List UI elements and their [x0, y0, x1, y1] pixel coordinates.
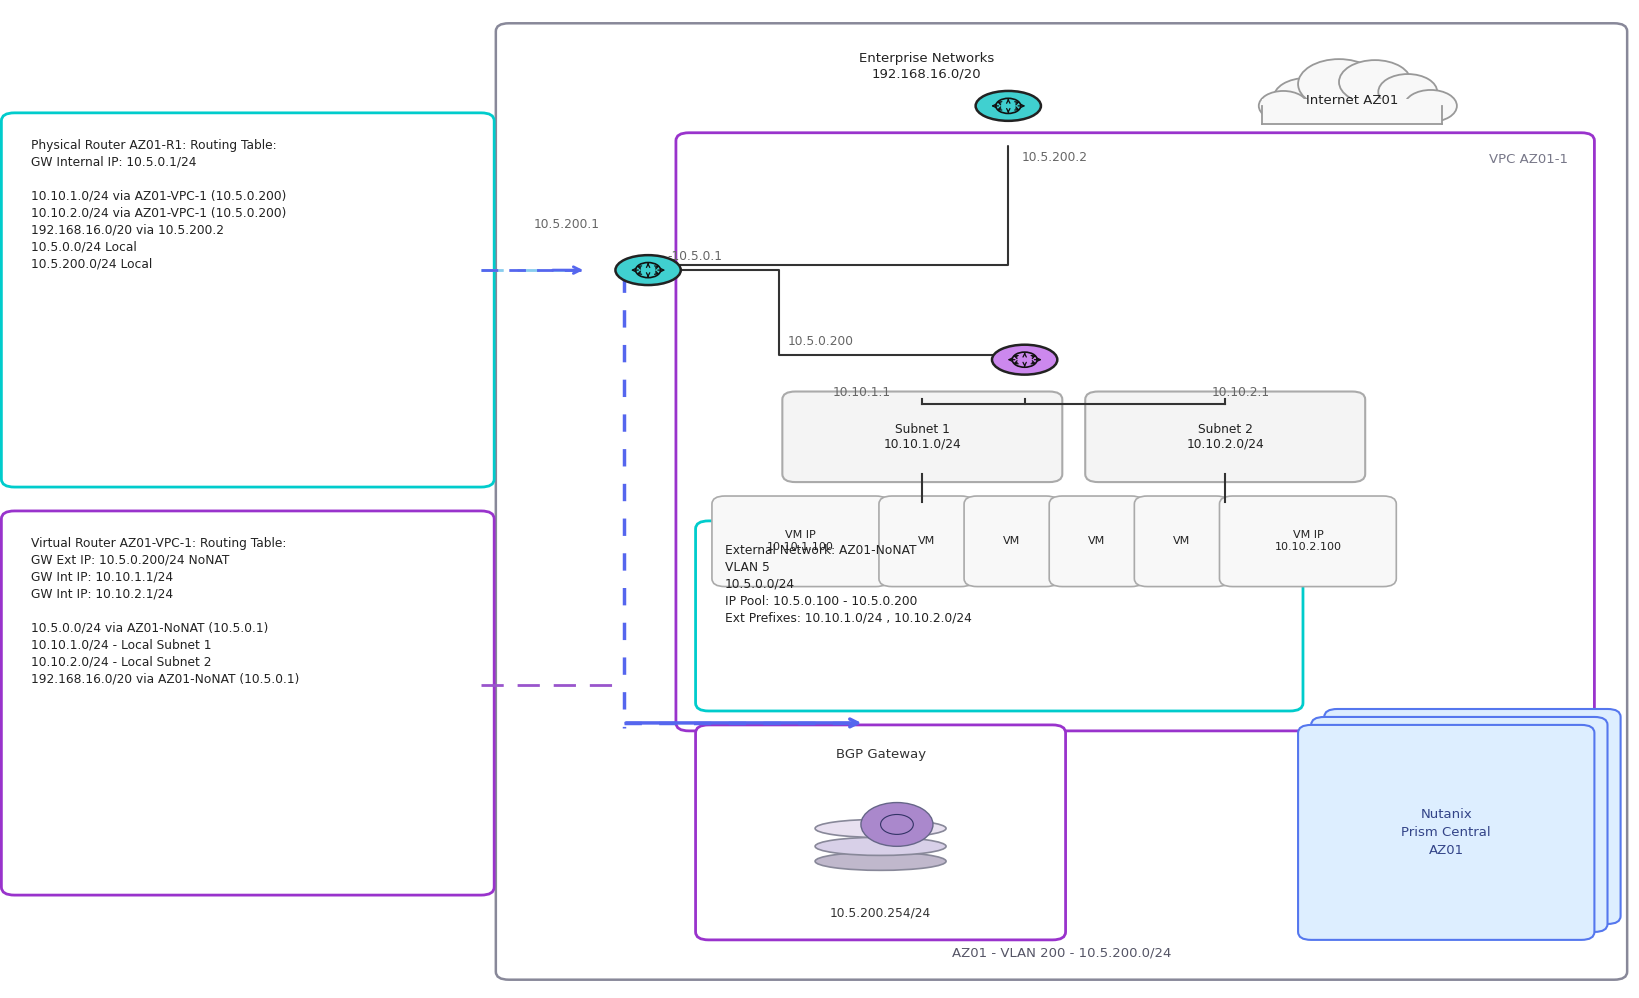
Text: 10.5.200.1: 10.5.200.1	[533, 219, 600, 232]
FancyBboxPatch shape	[1310, 717, 1606, 932]
Text: Subnet 1
10.10.1.0/24: Subnet 1 10.10.1.0/24	[883, 423, 960, 451]
Text: Enterprise Networks
192.168.16.0/20: Enterprise Networks 192.168.16.0/20	[859, 52, 993, 80]
Text: VM: VM	[918, 536, 934, 546]
Text: VM: VM	[1172, 536, 1190, 546]
FancyBboxPatch shape	[1219, 496, 1395, 587]
FancyBboxPatch shape	[964, 496, 1059, 587]
FancyBboxPatch shape	[1262, 99, 1441, 124]
Circle shape	[860, 802, 933, 846]
Circle shape	[1377, 74, 1436, 110]
Ellipse shape	[975, 91, 1041, 121]
Circle shape	[1274, 78, 1337, 118]
Text: 10.10.2.1: 10.10.2.1	[1211, 386, 1270, 399]
FancyBboxPatch shape	[1298, 725, 1593, 940]
FancyBboxPatch shape	[711, 496, 888, 587]
Circle shape	[1259, 91, 1306, 121]
Text: VPC AZ01-1: VPC AZ01-1	[1488, 153, 1567, 166]
FancyBboxPatch shape	[1134, 496, 1229, 587]
Circle shape	[1298, 59, 1378, 109]
Text: Nutanix
Prism Central
AZ01: Nutanix Prism Central AZ01	[1401, 808, 1490, 857]
Text: VM: VM	[1087, 536, 1105, 546]
Text: External Network: AZ01-NoNAT
VLAN 5
10.5.0.0/24
IP Pool: 10.5.0.100 - 10.5.0.200: External Network: AZ01-NoNAT VLAN 5 10.5…	[724, 544, 972, 625]
Text: -10.5.0.1: -10.5.0.1	[667, 250, 723, 263]
FancyBboxPatch shape	[879, 496, 974, 587]
FancyBboxPatch shape	[1085, 391, 1364, 482]
Text: 10.5.200.254/24: 10.5.200.254/24	[829, 907, 931, 920]
FancyBboxPatch shape	[1049, 496, 1144, 587]
Text: VM: VM	[1003, 536, 1019, 546]
Text: VM IP
10.10.2.100: VM IP 10.10.2.100	[1274, 531, 1341, 552]
FancyBboxPatch shape	[695, 725, 1065, 940]
Text: 10.10.1.1: 10.10.1.1	[831, 386, 890, 399]
Text: 10.5.0.200: 10.5.0.200	[787, 334, 852, 347]
Text: Subnet 2
10.10.2.0/24: Subnet 2 10.10.2.0/24	[1185, 423, 1264, 451]
Text: VM IP
10.10.1.100: VM IP 10.10.1.100	[767, 531, 833, 552]
Text: Virtual Router AZ01-VPC-1: Routing Table:
GW Ext IP: 10.5.0.200/24 NoNAT
GW Int : Virtual Router AZ01-VPC-1: Routing Table…	[31, 537, 298, 686]
FancyBboxPatch shape	[1323, 709, 1619, 924]
Text: AZ01 - VLAN 200 - 10.5.200.0/24: AZ01 - VLAN 200 - 10.5.200.0/24	[951, 947, 1170, 960]
Text: 10.5.200.2: 10.5.200.2	[1021, 151, 1087, 164]
Ellipse shape	[815, 819, 946, 837]
Ellipse shape	[815, 852, 946, 870]
Text: BGP Gateway: BGP Gateway	[834, 748, 924, 760]
Text: Physical Router AZ01-R1: Routing Table:
GW Internal IP: 10.5.0.1/24

10.10.1.0/2: Physical Router AZ01-R1: Routing Table: …	[31, 139, 287, 270]
FancyBboxPatch shape	[782, 391, 1062, 482]
Circle shape	[1403, 90, 1455, 122]
Ellipse shape	[615, 255, 680, 285]
Ellipse shape	[815, 837, 946, 855]
Text: Internet AZ01: Internet AZ01	[1305, 95, 1398, 108]
Circle shape	[1337, 60, 1410, 104]
Ellipse shape	[992, 344, 1057, 374]
